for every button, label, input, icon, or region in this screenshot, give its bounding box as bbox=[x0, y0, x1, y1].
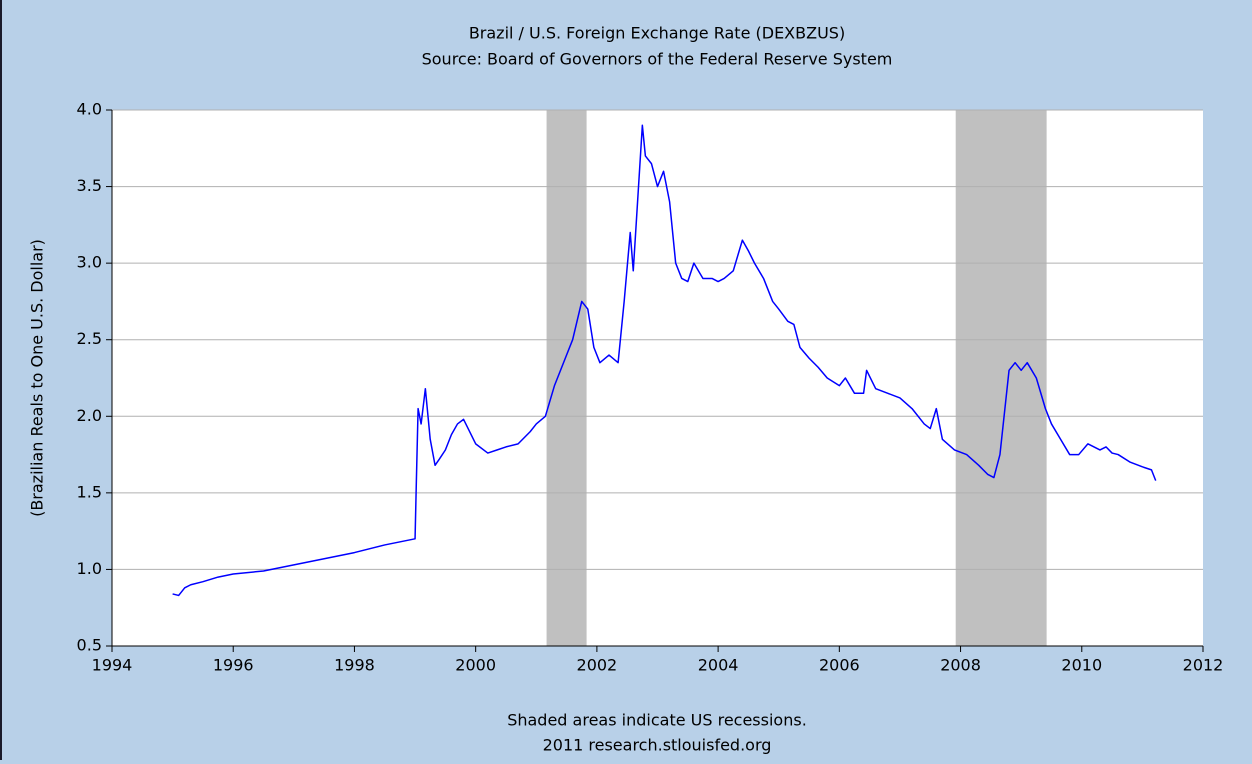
y-tick-label: 2.0 bbox=[77, 406, 102, 425]
y-tick-label: 4.0 bbox=[77, 100, 102, 119]
x-tick-label: 2010 bbox=[1061, 656, 1102, 675]
y-tick-label: 1.5 bbox=[77, 482, 102, 501]
footer-note: Shaded areas indicate US recessions. bbox=[507, 711, 807, 730]
y-tick-label: 1.0 bbox=[77, 559, 102, 578]
chart-title: Brazil / U.S. Foreign Exchange Rate (DEX… bbox=[469, 24, 845, 43]
y-tick-label: 3.5 bbox=[77, 176, 102, 195]
y-tick-label: 2.5 bbox=[77, 329, 102, 348]
footer-note: 2011 research.stlouisfed.org bbox=[543, 736, 772, 755]
recession-band bbox=[546, 110, 587, 646]
y-tick-label: 3.0 bbox=[77, 253, 102, 272]
y-tick-label: 0.5 bbox=[77, 636, 102, 655]
series-line bbox=[172, 124, 1157, 597]
x-tick-label: 2008 bbox=[940, 656, 981, 675]
x-tick-label: 2004 bbox=[698, 656, 739, 675]
x-tick-label: 2012 bbox=[1183, 656, 1224, 675]
x-tick-label: 2000 bbox=[455, 656, 496, 675]
chart-subtitle: Source: Board of Governors of the Federa… bbox=[422, 50, 893, 69]
y-axis-label: (Brazilian Reals to One U.S. Dollar) bbox=[28, 239, 47, 517]
x-tick-label: 2002 bbox=[577, 656, 618, 675]
x-tick-label: 1998 bbox=[334, 656, 375, 675]
recession-band bbox=[955, 110, 1047, 646]
x-tick-label: 1996 bbox=[213, 656, 254, 675]
x-tick-label: 2006 bbox=[819, 656, 860, 675]
x-tick-label: 1994 bbox=[92, 656, 133, 675]
